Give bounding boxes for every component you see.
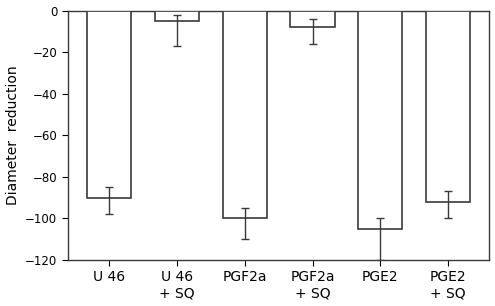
- Bar: [155, 10, 199, 21]
- Bar: [223, 10, 267, 218]
- Bar: [291, 10, 335, 27]
- Bar: [87, 10, 131, 197]
- Bar: [426, 10, 470, 202]
- Bar: [358, 10, 402, 229]
- Y-axis label: Diameter  reduction: Diameter reduction: [5, 65, 20, 205]
